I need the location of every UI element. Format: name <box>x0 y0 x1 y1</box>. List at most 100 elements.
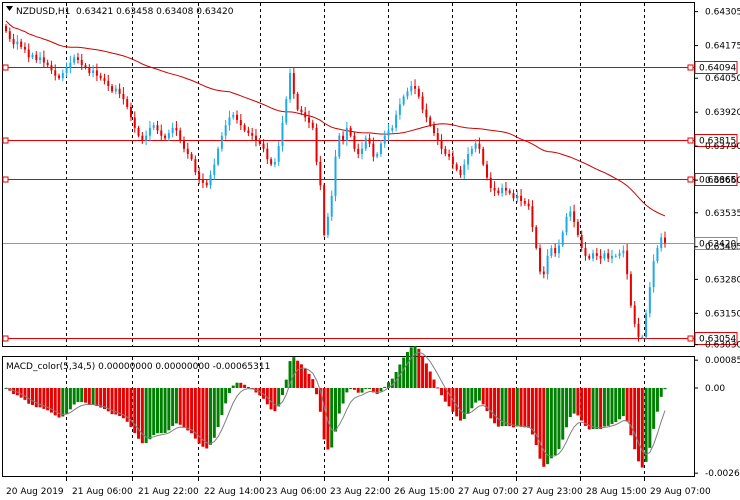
candle-body <box>535 227 538 249</box>
macd-bar <box>273 387 277 412</box>
macd-bar <box>186 387 190 431</box>
macd-bar <box>155 387 159 434</box>
macd-bar <box>265 387 269 405</box>
macd-bar <box>216 387 220 428</box>
candle-body <box>569 211 572 217</box>
candle-body <box>42 57 45 63</box>
candle-body <box>573 211 576 222</box>
candle-body <box>270 159 273 165</box>
candle-body <box>451 156 454 165</box>
candle-body <box>12 39 15 45</box>
macd-bar <box>349 387 353 389</box>
candle-body <box>296 93 299 110</box>
macd-bar <box>655 387 659 412</box>
candle-body <box>39 57 42 60</box>
macd-bar <box>106 387 110 412</box>
macd-bar <box>409 347 413 388</box>
candle-body <box>16 41 19 45</box>
candle-body <box>73 57 76 63</box>
candle-body <box>595 253 598 256</box>
macd-bar <box>292 357 296 388</box>
macd-bar <box>84 387 88 403</box>
candle-body <box>65 67 68 74</box>
candle-body <box>410 86 413 92</box>
candle-body <box>198 172 201 181</box>
level-anchor <box>687 176 694 183</box>
candle-body <box>603 253 606 259</box>
candle-body <box>160 130 163 136</box>
candle-body <box>266 148 269 160</box>
macd-bar <box>277 387 281 407</box>
time-axis: 20 Aug 2019 21 Aug 06:00 21 Aug 22:00 22 Au… <box>6 476 711 497</box>
macd-bar <box>299 364 303 388</box>
macd-bar <box>68 387 72 410</box>
macd-bar <box>549 387 553 459</box>
macd-bar <box>34 387 38 408</box>
macd-histogram <box>4 346 667 468</box>
time-tick-label: 29 Aug 07:00 <box>650 487 711 497</box>
candle-body <box>641 336 644 338</box>
candle-body <box>372 143 375 157</box>
candle-body <box>576 221 579 235</box>
candle-body <box>557 245 560 254</box>
time-tick-label: 21 Aug 22:00 <box>138 487 199 497</box>
price-tick-label: 0.63150 <box>705 309 740 319</box>
collapse-triangle-icon[interactable] <box>6 6 13 11</box>
candle-body <box>379 143 382 154</box>
macd-bar <box>322 387 326 440</box>
candle-body <box>353 135 356 149</box>
candle-body <box>304 112 307 118</box>
macd-panel-frame[interactable] <box>2 356 695 477</box>
candle-body <box>217 148 220 165</box>
candle-body <box>334 156 337 196</box>
candle-body <box>508 190 511 194</box>
candle-body <box>137 127 140 136</box>
macd-bar <box>496 387 500 427</box>
macd-bar <box>371 387 375 393</box>
level-anchor <box>2 64 9 71</box>
macd-bar <box>629 387 633 436</box>
price-tick-label: 0.63280 <box>705 275 740 285</box>
candle-body <box>417 88 420 97</box>
candle-body <box>588 255 591 259</box>
candle-body <box>485 164 488 178</box>
macd-bar <box>49 387 53 413</box>
candle-body <box>54 70 57 76</box>
macd-bar <box>227 387 231 394</box>
macd-bar <box>197 387 201 444</box>
candle-body <box>512 193 515 199</box>
macd-bar <box>209 387 213 445</box>
macd-bar <box>330 387 334 448</box>
horizontal-levels[interactable]: 0.64094 0.63815 0.63665 0.63420 0.63054 <box>2 61 738 345</box>
macd-bar <box>458 387 462 421</box>
macd-bar <box>307 373 311 388</box>
macd-bar <box>648 387 652 448</box>
macd-bar <box>193 387 197 439</box>
macd-bar <box>220 387 224 416</box>
macd-bar <box>356 387 360 393</box>
macd-bar <box>557 387 561 450</box>
macd-bar <box>534 387 538 446</box>
macd-bar <box>205 387 209 449</box>
price-tick-label: 0.63405 <box>705 243 740 253</box>
macd-bar <box>599 387 603 429</box>
macd-bar <box>595 387 599 429</box>
macd-bar <box>390 378 394 388</box>
time-tick-label: 26 Aug 15:00 <box>394 487 455 497</box>
candle-body <box>80 59 83 66</box>
macd-bar <box>602 387 606 427</box>
candle-body <box>103 78 106 81</box>
chart-header: NZDUSD,H1 0.63421 0.63458 0.63408 0.6342… <box>6 6 234 17</box>
macd-bar <box>485 387 489 412</box>
candle-body <box>497 190 500 194</box>
level-price-box <box>694 134 738 147</box>
macd-bar <box>118 387 122 417</box>
candle-body <box>629 274 632 306</box>
macd-bar <box>421 355 425 388</box>
macd-bar <box>621 387 625 417</box>
candle-body <box>201 180 204 183</box>
level-price-label: 0.63665 <box>699 176 736 186</box>
candle-body <box>133 117 136 128</box>
candle-body <box>467 153 470 165</box>
